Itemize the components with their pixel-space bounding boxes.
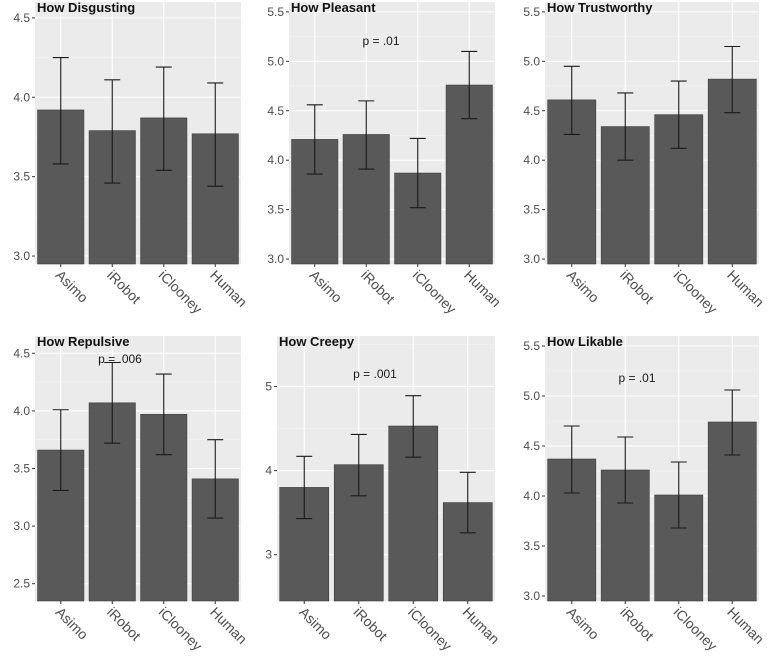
x-tick-label: iClooney <box>671 267 721 317</box>
x-tick-label: iClooney <box>405 604 455 654</box>
y-tick-label: 3.0 <box>13 519 30 533</box>
p-value-annotation: p = .001 <box>353 367 397 381</box>
errorbar-irobot <box>104 361 121 444</box>
y-tick-label: 4.5 <box>523 439 540 453</box>
errorbar-human <box>459 471 476 534</box>
panel-title: How Likable <box>547 334 623 349</box>
x-tick-label: Asimo <box>53 604 92 643</box>
errorbar-iclooney <box>155 373 172 456</box>
x-tick-label: Human <box>461 267 504 310</box>
panel-how-disgusting: 3.0 3.5 4.0 4.5 Asimo iRobot iClooney Human How … <box>13 0 250 317</box>
panel-how-likable: 3.0 3.5 4.0 4.5 5.0 5.5 Asimo iRobot iClooney Hum… <box>523 334 767 654</box>
errorbar-irobot <box>358 100 375 170</box>
errorbar-irobot <box>104 79 121 184</box>
panel-how-repulsive: 2.5 3.0 3.5 4.0 4.5 Asimo iRobot iClooney Human H… <box>13 334 250 654</box>
y-tick-label: 4.5 <box>267 104 284 118</box>
x-tick-label: iRobot <box>104 604 144 644</box>
errorbar-iclooney <box>409 137 426 209</box>
errorbar-human <box>207 439 224 519</box>
x-tick-label: Asimo <box>564 604 603 643</box>
y-tick-label: 3.5 <box>13 170 30 184</box>
panel-how-trustworthy: 3.0 3.5 4.0 4.5 5.0 5.5 Asimo iRobot iClooney Hum… <box>523 0 767 317</box>
y-tick-label: 4.0 <box>13 90 30 104</box>
errorbar-iclooney <box>405 395 422 458</box>
y-tick-label: 2.5 <box>13 577 30 591</box>
errorbar-human <box>461 50 478 120</box>
y-tick-label: 4.0 <box>267 153 284 167</box>
y-tick-label: 5.0 <box>523 389 540 403</box>
x-tick-label: iClooney <box>156 267 206 317</box>
y-tick-label: 5.5 <box>523 5 540 19</box>
y-tick-label: 4.0 <box>523 489 540 503</box>
errorbar-iclooney <box>670 80 687 149</box>
errorbar-irobot <box>350 433 367 497</box>
y-tick-label: 4.5 <box>13 11 30 25</box>
p-value-annotation: p = .006 <box>98 352 142 366</box>
y-tick-label: 3.5 <box>523 203 540 217</box>
y-tick-label: 4.0 <box>13 404 30 418</box>
x-tick-label: Human <box>724 267 767 310</box>
x-tick-label: Asimo <box>307 267 346 306</box>
y-tick-label: 5.0 <box>523 54 540 68</box>
y-tick-label: 3.5 <box>523 539 540 553</box>
y-tick-label: 3.0 <box>523 252 540 266</box>
x-tick-label: Human <box>207 604 250 647</box>
x-tick-label: iRobot <box>617 267 657 307</box>
errorbar-human <box>724 45 741 114</box>
errorbar-iclooney <box>670 461 687 529</box>
x-tick-label: Asimo <box>564 267 603 306</box>
y-tick-label: 4 <box>265 464 272 478</box>
errorbar-iclooney <box>155 66 172 171</box>
errorbar-human <box>207 82 224 187</box>
x-tick-label: Human <box>207 267 250 310</box>
y-tick-label: 3.0 <box>267 252 284 266</box>
x-tick-label: Asimo <box>53 267 92 306</box>
errorbar-irobot <box>617 436 634 504</box>
x-tick-label: Human <box>724 604 767 647</box>
y-tick-label: 4.5 <box>523 104 540 118</box>
errorbar-human <box>724 389 741 456</box>
x-tick-label: iClooney <box>671 604 721 654</box>
x-tick-label: iRobot <box>104 267 144 307</box>
panel-title: How Creepy <box>279 334 355 349</box>
bar-iclooney <box>140 414 188 602</box>
y-tick-label: 3.5 <box>13 462 30 476</box>
panel-title: How Disgusting <box>37 0 135 15</box>
x-tick-label: iRobot <box>351 604 391 644</box>
y-tick-label: 3 <box>265 548 272 562</box>
panel-title: How Repulsive <box>37 334 129 349</box>
y-tick-label: 3.5 <box>267 203 284 217</box>
panel-how-pleasant: 3.0 3.5 4.0 4.5 5.0 5.5 Asimo iRobot iClooney Hum… <box>267 0 504 317</box>
errorbar-asimo <box>52 57 69 165</box>
p-value-annotation: p = .01 <box>618 371 655 385</box>
y-tick-label: 3.0 <box>523 589 540 603</box>
x-tick-label: iClooney <box>156 604 206 654</box>
x-tick-label: Asimo <box>296 604 335 643</box>
panel-how-creepy: 3 4 5 Asimo iRobot iClooney Human How Creepy p =… <box>265 334 503 654</box>
x-tick-label: iRobot <box>617 604 657 644</box>
x-tick-label: iClooney <box>410 267 460 317</box>
errorbar-asimo <box>563 65 580 136</box>
y-tick-label: 3.0 <box>13 249 30 263</box>
y-tick-label: 5.0 <box>267 54 284 68</box>
errorbar-asimo <box>52 409 69 491</box>
y-tick-label: 5.5 <box>523 339 540 353</box>
panel-title: How Trustworthy <box>547 0 653 15</box>
errorbar-asimo <box>563 425 580 494</box>
x-tick-label: Human <box>460 604 503 647</box>
y-tick-label: 4.5 <box>13 346 30 360</box>
y-tick-label: 4.0 <box>523 153 540 167</box>
errorbar-asimo <box>296 455 313 520</box>
errorbar-asimo <box>306 104 323 175</box>
y-tick-label: 5 <box>265 379 272 393</box>
y-tick-label: 5.5 <box>267 5 284 19</box>
x-tick-label: iRobot <box>358 267 398 307</box>
errorbar-irobot <box>617 92 634 161</box>
panel-title: How Pleasant <box>291 0 376 15</box>
p-value-annotation: p = .01 <box>362 34 399 48</box>
